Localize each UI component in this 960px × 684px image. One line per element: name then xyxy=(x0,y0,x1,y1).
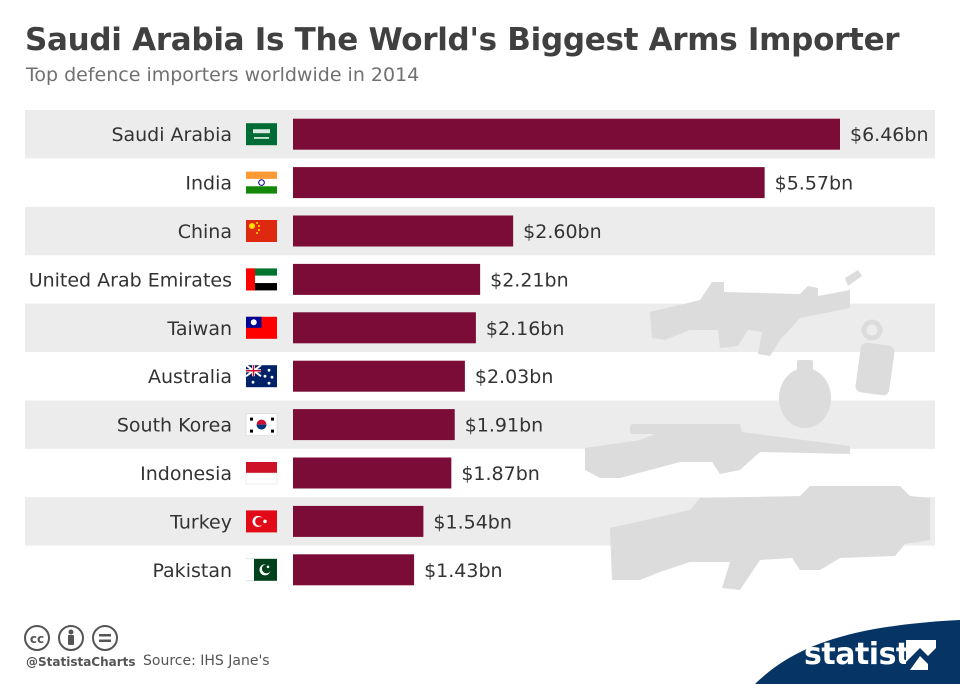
category-label: China xyxy=(178,221,232,243)
value-label: $5.57bn xyxy=(775,173,854,195)
value-label: $1.54bn xyxy=(433,511,512,533)
australia-flag-icon xyxy=(245,364,277,388)
uae-flag-icon xyxy=(246,268,277,291)
category-label: Saudi Arabia xyxy=(111,124,232,146)
category-label: Australia xyxy=(148,366,232,388)
bar xyxy=(293,118,840,150)
category-label: Indonesia xyxy=(140,463,232,485)
bar xyxy=(293,554,415,586)
pakistan-flag-icon xyxy=(246,558,277,581)
bar xyxy=(293,312,476,344)
saudi-arabia-flag-icon xyxy=(246,123,277,146)
twitter-handle: @StatistaCharts xyxy=(26,655,136,669)
chart-subtitle: Top defence importers worldwide in 2014 xyxy=(26,64,420,86)
category-label: Taiwan xyxy=(166,318,232,340)
source-note: Source: IHS Jane's xyxy=(143,653,270,669)
license-icons: cc xyxy=(24,625,118,651)
value-label: $2.60bn xyxy=(523,221,602,243)
grenade-icon xyxy=(779,360,831,428)
bar xyxy=(293,167,765,199)
value-label: $1.91bn xyxy=(465,415,544,437)
category-label: Pakistan xyxy=(152,560,232,582)
bar xyxy=(293,457,452,489)
category-labels: Saudi Arabia India China United Arab Emirat… xyxy=(29,124,232,582)
value-label: $2.16bn xyxy=(486,318,565,340)
bar xyxy=(293,263,481,295)
sniper-rifle-icon xyxy=(585,424,850,478)
no-derivatives-icon xyxy=(92,625,118,651)
chart-title: Saudi Arabia Is The World's Biggest Arms… xyxy=(25,22,900,58)
smoke-grenade-icon xyxy=(855,319,895,396)
category-label: Turkey xyxy=(169,511,232,533)
category-label: India xyxy=(185,173,232,195)
value-label: $1.43bn xyxy=(424,560,503,582)
south-korea-flag-icon xyxy=(245,413,278,436)
india-flag-icon xyxy=(246,171,277,194)
taiwan-flag-icon xyxy=(246,316,277,339)
indonesia-flag-icon xyxy=(245,462,278,485)
value-labels: $6.46bn $5.57bn $2.60bn $2.21bn $2.16bn $2.03… xyxy=(424,124,928,582)
bars xyxy=(293,118,840,586)
value-label: $2.21bn xyxy=(490,269,569,291)
cc-icon: cc xyxy=(24,625,50,651)
value-label: $6.46bn xyxy=(850,124,929,146)
statista-logo-icon xyxy=(906,640,936,670)
turkey-flag-icon xyxy=(246,510,277,533)
attribution-icon xyxy=(58,625,84,651)
category-label: United Arab Emirates xyxy=(29,269,232,291)
svg-text:cc: cc xyxy=(30,632,44,646)
value-label: $1.87bn xyxy=(461,463,540,485)
bar xyxy=(293,409,455,441)
china-flag-icon xyxy=(246,220,277,242)
category-label: South Korea xyxy=(117,415,232,437)
assault-rifle-icon xyxy=(650,270,862,356)
bar xyxy=(293,215,514,247)
flags xyxy=(245,123,278,581)
bar xyxy=(293,360,465,392)
weapons-illustration xyxy=(585,270,930,590)
bar xyxy=(293,505,424,537)
rocket-launcher-icon xyxy=(610,486,930,590)
value-label: $2.03bn xyxy=(475,366,554,388)
